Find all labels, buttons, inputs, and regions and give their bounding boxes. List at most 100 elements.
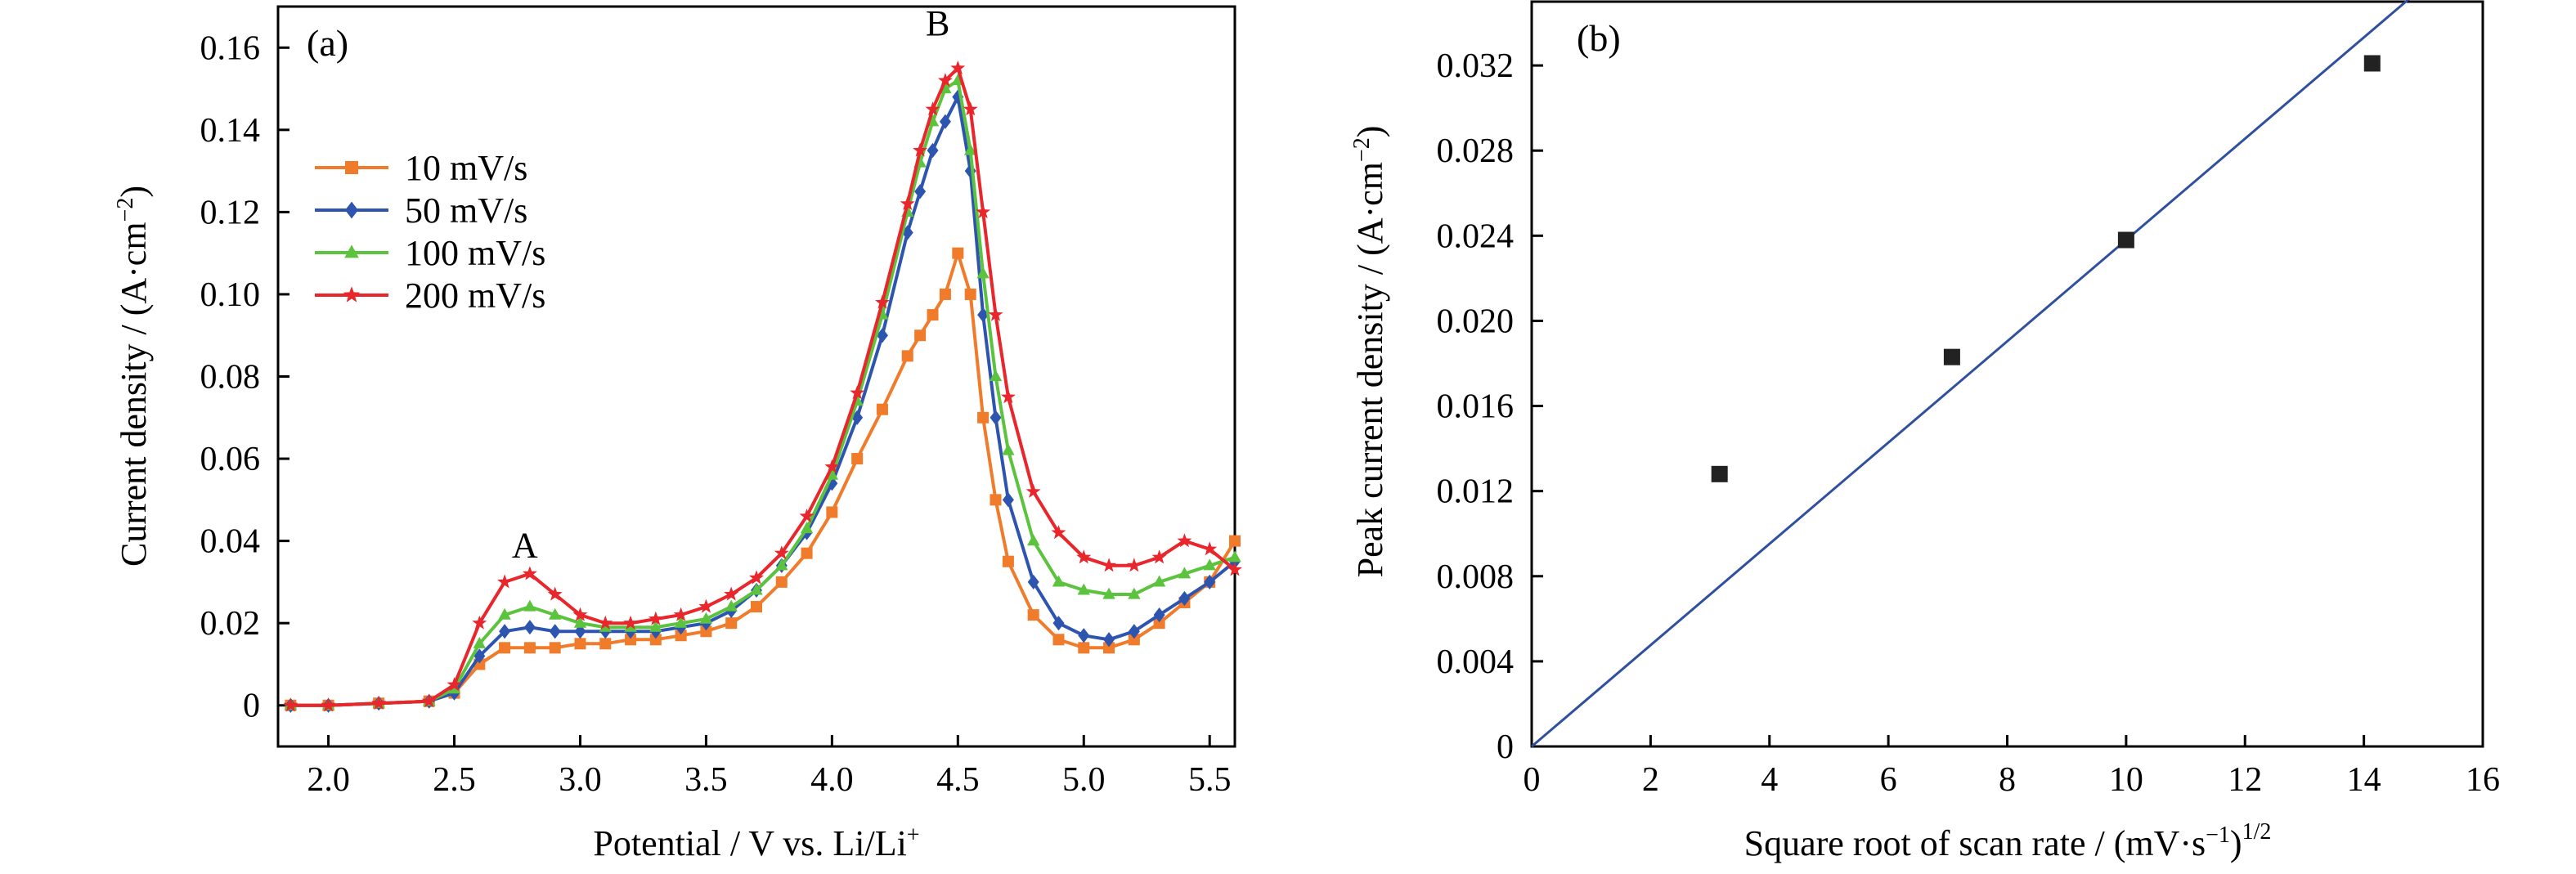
data-point	[1025, 483, 1041, 498]
panel-b-x-tick-label: 10	[2109, 761, 2143, 799]
data-point	[549, 624, 561, 639]
data-point	[673, 607, 689, 621]
panel-a-y-axis-title: Current density / (A·cm−2)	[113, 186, 154, 567]
legend-marker	[343, 286, 361, 303]
panel-b-x-tick-label: 2	[1642, 761, 1659, 799]
data-point	[523, 599, 536, 612]
data-point	[499, 624, 511, 639]
fit-line	[1531, 0, 2410, 748]
legend-marker	[344, 244, 359, 258]
legend-entry: 100 mV/s	[405, 233, 545, 273]
data-point	[913, 142, 928, 157]
data-point	[523, 620, 536, 635]
data-point	[648, 611, 663, 625]
data-point	[825, 468, 839, 480]
data-point	[775, 558, 788, 571]
data-point	[1078, 642, 1090, 654]
data-point	[1229, 535, 1241, 547]
data-point	[927, 309, 939, 321]
data-point	[952, 247, 964, 259]
data-point	[700, 625, 712, 638]
data-point	[1103, 632, 1115, 648]
data-point	[1128, 624, 1140, 639]
panel-b-x-tick-label: 4	[1761, 761, 1778, 799]
data-point	[724, 586, 739, 601]
series-line	[290, 65, 1236, 707]
data-point	[421, 693, 437, 708]
data-point	[876, 403, 888, 415]
panel-b-y-tick-label: 0.004	[1437, 643, 1515, 681]
panel-a-x-tick-label: 3.5	[684, 761, 728, 799]
panel-b-y-tick-label: 0.024	[1437, 217, 1515, 255]
panel-a-series-group	[283, 61, 1242, 713]
data-point	[1178, 567, 1192, 579]
series-line	[290, 78, 1236, 707]
data-point	[523, 642, 536, 654]
data-point	[473, 648, 486, 664]
panel-a-x-tick-label: 4.5	[936, 761, 980, 799]
data-point	[963, 101, 978, 116]
data-point	[574, 638, 586, 650]
series-200-mv-s	[283, 61, 1242, 712]
data-point	[572, 607, 588, 621]
data-point	[473, 636, 487, 648]
data-point	[573, 616, 587, 628]
data-point	[674, 616, 688, 628]
panel-b-peak-current: 0 2 4 6 8 10 12 14 16 0 0.004 0.008 0.012 0.016 0.020 0…	[1349, 0, 2500, 863]
data-point	[625, 634, 637, 646]
data-point	[977, 307, 990, 323]
data-point	[751, 601, 762, 613]
panel-b-y-tick-label: 0.016	[1437, 388, 1515, 426]
data-point	[799, 509, 815, 523]
data-point	[749, 570, 764, 585]
panel-a-x-tick-label: 2.5	[433, 761, 476, 799]
data-point	[824, 459, 840, 473]
data-point	[675, 630, 687, 642]
data-point	[875, 294, 890, 309]
data-point	[1228, 550, 1241, 562]
data-point	[1178, 590, 1191, 607]
data-point	[826, 476, 838, 491]
legend-entry: 200 mV/s	[405, 276, 545, 316]
data-point	[1078, 628, 1090, 643]
panel-a-y-tick-label: 0.04	[200, 523, 261, 561]
data-point	[1002, 492, 1014, 508]
data-point	[937, 73, 953, 87]
data-point	[964, 288, 976, 300]
panel-a-y-tick-label: 0.08	[200, 359, 261, 397]
panel-b-x-tick-label: 14	[2347, 761, 2381, 799]
legend-entry: 50 mV/s	[405, 190, 527, 231]
panel-a-y-tick-label: 0.14	[200, 112, 261, 150]
data-point	[1103, 642, 1115, 654]
panel-a-x-tick-label: 3.0	[559, 761, 602, 799]
data-point	[1128, 634, 1140, 646]
data-point	[977, 411, 990, 424]
panel-a-y-tick-label: 0.16	[200, 29, 261, 67]
data-point	[939, 114, 951, 129]
data-point	[1076, 549, 1092, 564]
panel-a-cyclic-voltammetry: 2.0 2.5 3.0 3.5 4.0 4.5 5.0 5.5 0 0.02 0.04 0.06 0.0…	[113, 3, 1242, 863]
data-point	[1102, 587, 1115, 599]
data-point	[851, 453, 864, 465]
data-point	[1052, 616, 1065, 631]
data-point	[1153, 607, 1165, 623]
data-point	[1153, 617, 1165, 630]
data-point	[876, 328, 888, 343]
data-point	[927, 142, 939, 159]
data-point	[900, 195, 915, 210]
data-point	[1077, 583, 1090, 595]
peak-label-b: B	[926, 3, 949, 43]
panel-b-x-tick-label: 12	[2228, 761, 2262, 799]
panel-a-ticks: 2.0 2.5 3.0 3.5 4.0 4.5 5.0 5.5 0 0.02 0.04 0.06 0.0…	[200, 29, 1232, 799]
data-point	[598, 615, 613, 630]
data-point	[914, 184, 927, 199]
data-point	[321, 697, 336, 712]
data-point	[1026, 534, 1040, 546]
series-line	[290, 92, 1236, 707]
series-line	[290, 247, 1236, 707]
data-point	[775, 576, 788, 588]
data-point	[990, 494, 1002, 506]
data-point	[774, 545, 789, 560]
data-point	[989, 370, 1003, 382]
